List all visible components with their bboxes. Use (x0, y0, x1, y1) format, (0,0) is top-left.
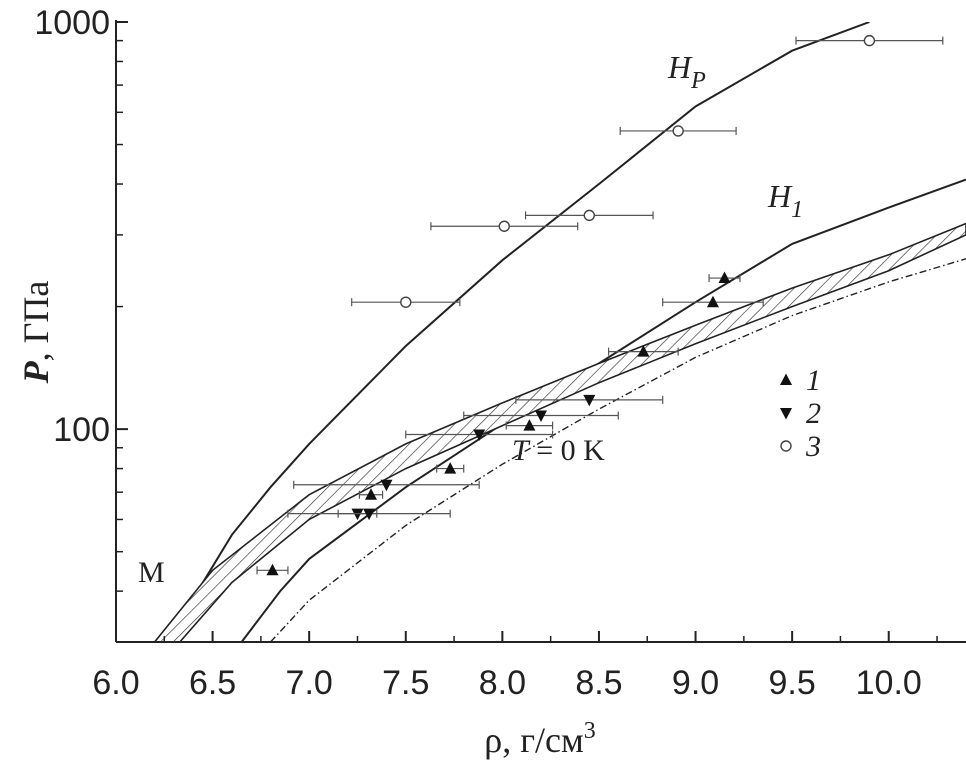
curve-label-h1: H1 (767, 178, 803, 223)
x-tick-label: 10.0 (856, 664, 922, 702)
legend-label-3: 3 (805, 430, 821, 463)
data-point-series-1 (637, 345, 650, 357)
legend-marker-1 (780, 373, 792, 385)
legend-marker-3 (780, 440, 792, 452)
data-point-series-1 (266, 563, 279, 576)
y-tick-label: 1000 (34, 4, 110, 42)
curve-h-p (176, 22, 870, 642)
data-point-series-2 (535, 410, 547, 423)
data-point-series-1 (706, 295, 719, 308)
x-tick-label: 9.0 (672, 664, 719, 702)
data-point-series-2 (363, 508, 376, 521)
curve-label-hp-subscript: P (690, 68, 706, 94)
y-axis-title-symbol: P (16, 360, 56, 384)
data-point-series-3 (498, 220, 510, 232)
data-point-series-2 (473, 429, 486, 442)
data-point-series-3 (583, 209, 595, 222)
data-point-series-2 (380, 479, 393, 492)
x-tick-label: 6.5 (189, 664, 236, 702)
curve-label-hp: HP (667, 49, 706, 94)
curve-label-t0-symbol: T (512, 434, 531, 467)
data-point-series-3 (672, 125, 684, 137)
x-tick-label: 6.0 (92, 664, 139, 702)
y-tick-label: 100 (53, 411, 110, 449)
data-point-series-3 (863, 34, 876, 47)
x-tick-label: 9.5 (769, 664, 816, 702)
x-axis-title: ρ, г/см3 (484, 718, 596, 760)
x-tick-label: 8.0 (479, 664, 526, 702)
plot-area (153, 22, 966, 642)
curve-h-1 (240, 178, 966, 642)
legend-marker-2 (780, 408, 792, 420)
x-tick-label: 7.0 (286, 664, 333, 702)
data-point-series-1 (523, 419, 536, 431)
band-M (153, 222, 966, 642)
data-point-series-1 (718, 271, 731, 284)
data-point-series-2 (583, 394, 596, 407)
curve-label-h1-subscript: 1 (791, 197, 803, 223)
data-point-series-1 (444, 462, 457, 474)
x-tick-label: 8.5 (575, 664, 622, 702)
axes: 6.0 6.5 7.0 7.5 8.0 8.5 9.0 9.5 10.0 100 1000 (34, 4, 966, 702)
data-point-series-2 (351, 508, 364, 521)
x-axis-title-superscript: 3 (584, 718, 596, 744)
curve-label-t0: T = 0 K (512, 434, 605, 467)
curve-t-0-k (269, 258, 966, 642)
data-point-series-3 (400, 296, 412, 308)
data-point-series-1 (365, 488, 377, 500)
band-label-m: M (138, 556, 165, 589)
legend-label-2: 2 (806, 397, 821, 430)
x-tick-label: 7.5 (382, 664, 429, 702)
legend-label-1: 1 (806, 364, 821, 397)
y-axis-title: P, ГПа (16, 281, 56, 385)
